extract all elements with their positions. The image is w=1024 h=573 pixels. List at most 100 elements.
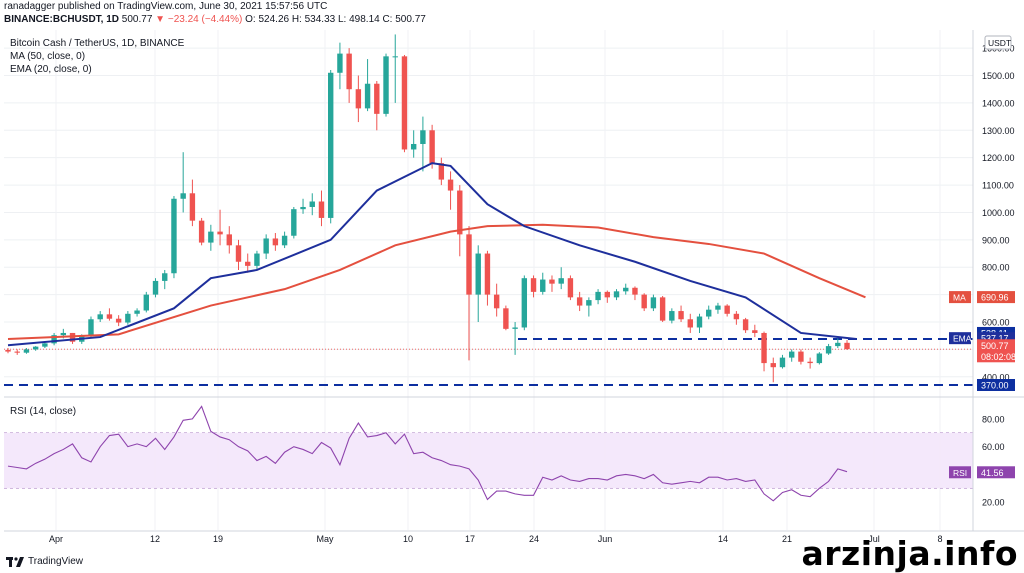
candle-body bbox=[770, 363, 776, 368]
candle-body bbox=[162, 273, 168, 281]
candle-body bbox=[438, 163, 445, 180]
candle-body bbox=[180, 193, 186, 199]
symbol-line: BINANCE:BCHUSDT, 1D 500.77 ▼ −23.24 (−4.… bbox=[4, 14, 426, 25]
candle-body bbox=[521, 278, 528, 328]
price-change: ▼ −23.24 (−4.44%) bbox=[155, 14, 243, 25]
candle-body bbox=[576, 297, 583, 306]
candle-body bbox=[447, 179, 454, 191]
candle-body bbox=[512, 327, 518, 329]
time-tick-label: 17 bbox=[465, 534, 475, 544]
last-price-value: 500.77 bbox=[981, 341, 1009, 351]
countdown-value: 08:02:08 bbox=[981, 352, 1016, 362]
candle-body bbox=[798, 351, 804, 362]
ema-legend: EMA (20, close, 0) bbox=[10, 64, 92, 75]
candle-body bbox=[484, 253, 491, 295]
candle-body bbox=[475, 253, 481, 295]
candle-body bbox=[300, 206, 306, 210]
candle-body bbox=[364, 83, 371, 109]
candle-body bbox=[429, 130, 435, 164]
candle-body bbox=[51, 335, 57, 344]
price-tick-label: 400.00 bbox=[982, 372, 1010, 382]
candle-body bbox=[669, 311, 675, 321]
candle-body bbox=[217, 231, 223, 235]
candle-body bbox=[254, 253, 260, 266]
currency-badge bbox=[984, 35, 1012, 50]
rsi-line bbox=[7, 405, 848, 502]
candle-body bbox=[752, 330, 758, 333]
rsi-tag bbox=[977, 466, 1015, 479]
support-levels bbox=[4, 337, 973, 386]
candle-body bbox=[69, 332, 76, 342]
time-tick-label: 24 bbox=[529, 534, 539, 544]
time-tick-label: May bbox=[316, 534, 334, 544]
candle-body bbox=[530, 278, 537, 292]
rsi-tick-label: 60.00 bbox=[982, 442, 1005, 452]
time-tick-label: 12 bbox=[150, 534, 160, 544]
candle-body bbox=[263, 238, 269, 254]
rsi-legend: RSI (14, close) bbox=[10, 406, 77, 417]
candle-body bbox=[115, 318, 122, 323]
candle-body bbox=[613, 291, 620, 298]
candle-body bbox=[659, 297, 666, 321]
candle-body bbox=[32, 346, 39, 350]
tradingview-logo[interactable]: TradingView bbox=[6, 556, 83, 567]
candle-body bbox=[706, 309, 712, 317]
last-price-tag bbox=[977, 339, 1015, 352]
candle-body bbox=[328, 72, 334, 218]
rsi-band bbox=[4, 432, 973, 489]
candle-body bbox=[23, 349, 30, 353]
candlestick-series bbox=[5, 34, 850, 383]
candle-body bbox=[641, 294, 647, 309]
candle-body bbox=[779, 357, 786, 368]
candle-body bbox=[789, 351, 795, 358]
candle-body bbox=[493, 294, 500, 309]
candle-body bbox=[226, 234, 232, 246]
candle-body bbox=[152, 280, 159, 295]
ma-value: 690.96 bbox=[981, 293, 1009, 303]
candle-body bbox=[420, 130, 426, 144]
candle-body bbox=[742, 319, 749, 331]
candle-body bbox=[623, 287, 629, 292]
price-tick-label: 800.00 bbox=[982, 263, 1010, 273]
time-tick-label: 21 bbox=[782, 534, 792, 544]
candle-body bbox=[844, 342, 850, 350]
support-value: 370.00 bbox=[981, 381, 1009, 391]
ma50-line bbox=[7, 223, 866, 340]
candle-body bbox=[733, 313, 740, 320]
price-tick-label: 900.00 bbox=[982, 235, 1010, 245]
candle-body bbox=[355, 89, 362, 109]
candle-body bbox=[318, 201, 325, 218]
price-tick-label: 1200.00 bbox=[982, 153, 1015, 163]
candle-body bbox=[466, 234, 472, 295]
candle-body bbox=[291, 209, 297, 236]
chart-title: Bitcoin Cash / TetherUS, 1D, BINANCE bbox=[10, 38, 185, 49]
candle-body bbox=[632, 287, 638, 295]
time-tick-label: Jun bbox=[598, 534, 613, 544]
price-tick-label: 1500.00 bbox=[982, 71, 1015, 81]
candle-body bbox=[835, 342, 841, 347]
price-tick-label: 1000.00 bbox=[982, 208, 1015, 218]
candle-body bbox=[88, 319, 94, 337]
candle-body bbox=[604, 291, 610, 298]
price-pane bbox=[4, 34, 973, 502]
candle-body bbox=[60, 332, 67, 336]
ma-tag bbox=[977, 291, 1015, 304]
candle-body bbox=[595, 291, 601, 301]
ema-label-box bbox=[949, 332, 971, 345]
candle-body bbox=[457, 190, 463, 235]
candle-body bbox=[410, 143, 417, 150]
tradingview-label: TradingView bbox=[28, 556, 84, 567]
candle-body bbox=[650, 297, 657, 309]
last-price: 500.77 bbox=[121, 14, 153, 25]
candle-body bbox=[816, 353, 823, 364]
ohlc-values: O: 524.26 H: 534.33 L: 498.14 C: 500.77 bbox=[245, 14, 426, 25]
candle-body bbox=[678, 311, 684, 320]
candle-body bbox=[42, 343, 48, 347]
candle-body bbox=[696, 316, 703, 328]
rsi-label: RSI bbox=[953, 468, 967, 478]
candle-body bbox=[715, 305, 721, 310]
candle-body bbox=[309, 201, 315, 207]
candle-body bbox=[5, 349, 11, 352]
candle-body bbox=[825, 346, 832, 354]
